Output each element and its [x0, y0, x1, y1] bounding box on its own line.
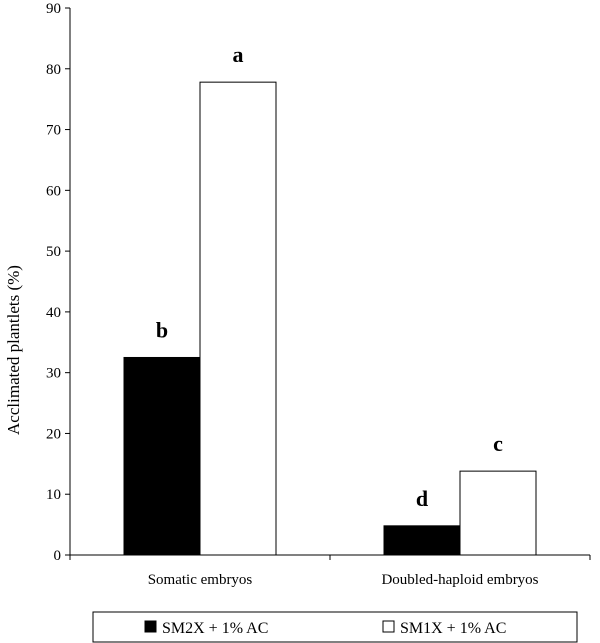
y-tick-label: 70 — [46, 123, 61, 139]
y-tick-label: 30 — [46, 366, 61, 382]
y-tick-label: 10 — [46, 487, 61, 503]
bar — [123, 356, 201, 556]
bar — [199, 81, 277, 556]
y-tick-label: 20 — [46, 426, 61, 442]
y-axis-label: Acclimated plantlets (%) — [4, 265, 23, 435]
x-category-label: Doubled-haploid embryos — [381, 572, 538, 588]
y-tick-label: 50 — [46, 244, 61, 260]
bar-annotation: b — [156, 317, 168, 342]
y-tick-label: 80 — [46, 62, 61, 78]
legend-box — [92, 611, 578, 643]
legend-label-sm2x: SM2X + 1% AC — [162, 620, 268, 637]
legend-swatch-sm2x — [144, 620, 157, 633]
y-tick-label: 40 — [46, 305, 61, 321]
legend-label-sm1x: SM1X + 1% AC — [400, 620, 506, 637]
legend: SM2X + 1% AC SM1X + 1% AC — [92, 611, 578, 643]
bar-annotation: d — [416, 486, 428, 511]
plot-area: 0 10 20 30 40 50 60 70 80 90 b a Somatic embryos d c Do… — [46, 1, 591, 588]
y-tick-label: 60 — [46, 183, 61, 199]
x-category-label: Somatic embryos — [148, 572, 253, 588]
bar — [459, 470, 537, 556]
legend-swatch-sm1x — [382, 620, 395, 633]
bar — [383, 525, 461, 556]
y-tick-label: 0 — [54, 548, 62, 564]
y-tick-label: 90 — [46, 1, 61, 17]
bar-annotation: a — [233, 42, 244, 67]
bar-annotation: c — [493, 431, 503, 456]
